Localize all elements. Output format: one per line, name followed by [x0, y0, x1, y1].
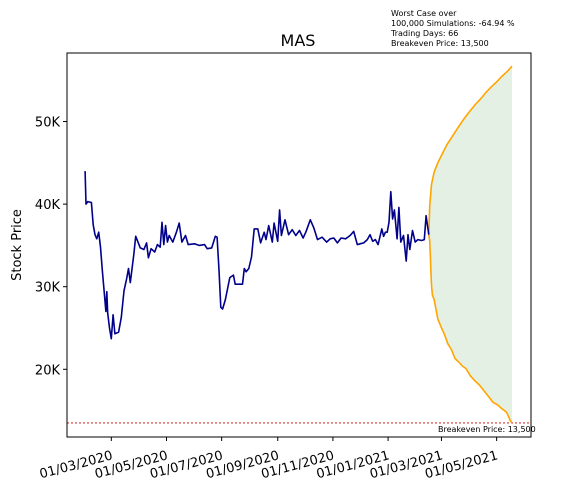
y-tick-label: 20K	[35, 363, 61, 378]
worst-case-line: Breakeven Price: 13,500	[391, 39, 489, 48]
worst-case-line: Trading Days: 66	[390, 29, 458, 38]
breakeven-label: Breakeven Price: 13,500	[438, 425, 536, 434]
plot-area	[67, 65, 531, 424]
y-axis: 20K 30K 40K 50K	[35, 116, 67, 378]
upper-bound-line	[428, 65, 513, 235]
chart-title: MAS	[281, 31, 316, 50]
y-axis-label: Stock Price	[10, 209, 25, 281]
history-line	[84, 171, 430, 340]
worst-case-line: Worst Case over	[391, 9, 457, 18]
y-tick-label: 30K	[35, 281, 61, 296]
x-axis: 01/03/202001/05/202001/07/202001/09/2020…	[38, 437, 500, 482]
lower-bound-line	[428, 234, 513, 424]
y-tick-label: 50K	[35, 116, 61, 131]
axes-frame	[66, 52, 532, 438]
projection-fill	[428, 66, 513, 423]
y-tick-label: 40K	[35, 198, 61, 213]
worst-case-line: 100,000 Simulations: -64.94 %	[391, 19, 515, 28]
